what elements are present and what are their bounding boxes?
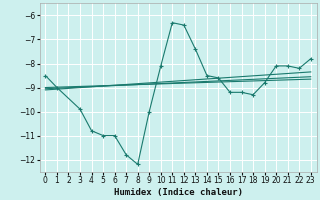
- X-axis label: Humidex (Indice chaleur): Humidex (Indice chaleur): [114, 188, 243, 197]
